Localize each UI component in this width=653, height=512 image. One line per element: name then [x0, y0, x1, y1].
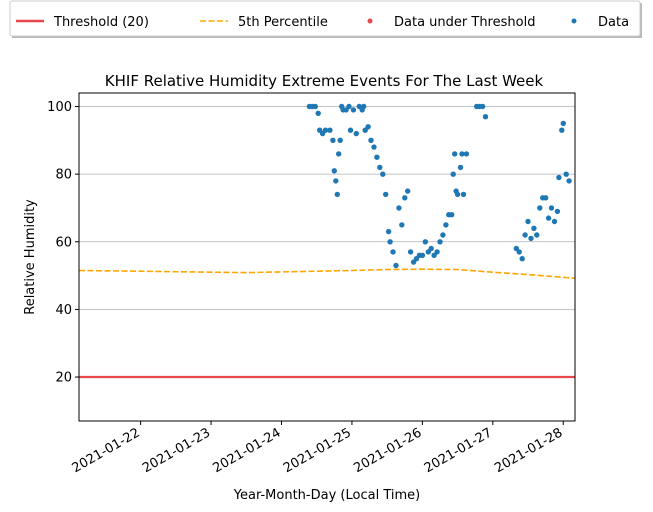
y-tick-label: 40: [55, 303, 72, 318]
y-axis: 20 40 60 80 100: [47, 100, 79, 386]
data-point: [393, 262, 399, 269]
data-point: [331, 168, 337, 174]
data-point: [330, 137, 336, 143]
data-point: [560, 120, 566, 127]
legend-label: Threshold (20): [53, 15, 149, 30]
series-line-1: [78, 268, 576, 280]
data-point: [322, 127, 329, 133]
data-point: [516, 249, 522, 255]
legend-item: Data: [571, 15, 629, 30]
data-point: [361, 103, 367, 110]
chart-title: KHIF Relative Humidity Extreme Events Fo…: [105, 72, 544, 90]
data-point: [463, 151, 470, 157]
data-point: [457, 164, 464, 171]
data-point: [353, 130, 359, 137]
data-point: [566, 178, 572, 184]
data-point: [368, 137, 374, 143]
data-point: [350, 107, 357, 113]
series-points-3: [306, 103, 572, 269]
data-point: [405, 188, 411, 194]
x-tick-label: 2021-01-25: [281, 425, 354, 476]
data-point: [452, 151, 458, 157]
data-point: [383, 191, 389, 198]
data-point: [385, 228, 392, 235]
legend-item: Threshold (20): [16, 15, 149, 30]
data-point: [528, 235, 534, 242]
x-axis: 2021-01-222021-01-232021-01-242021-01-25…: [70, 421, 565, 476]
data-point: [543, 195, 549, 201]
data-point: [347, 127, 354, 133]
x-tick-label: 2021-01-28: [492, 425, 565, 476]
legend-label: Data: [598, 15, 629, 30]
legend: Threshold (20) 5th Percentile Data under T…: [9, 0, 642, 38]
data-point: [554, 208, 561, 215]
y-tick-label: 80: [55, 168, 72, 183]
data-point: [365, 124, 371, 130]
legend-item: 5th Percentile: [200, 15, 328, 30]
data-point: [534, 232, 540, 238]
data-point: [454, 191, 461, 198]
data-point: [428, 245, 434, 252]
x-tick-label: 2021-01-27: [422, 425, 495, 476]
y-axis-title: Relative Humidity: [23, 199, 38, 315]
x-tick-label: 2021-01-24: [211, 425, 284, 476]
data-point: [563, 171, 569, 177]
data-point: [346, 103, 352, 110]
data-point: [443, 222, 449, 228]
data-point: [402, 195, 408, 201]
data-point: [407, 249, 414, 255]
data-point: [333, 178, 339, 184]
legend-label: 5th Percentile: [238, 15, 328, 30]
data-point: [479, 103, 486, 110]
data-point: [337, 137, 343, 143]
data-point: [482, 114, 489, 120]
data-point: [399, 222, 405, 228]
data-point: [434, 249, 440, 255]
data-point: [377, 164, 383, 171]
data-point: [422, 239, 428, 245]
data-point: [559, 127, 565, 133]
data-point: [396, 205, 402, 211]
x-tick-label: 2021-01-22: [70, 425, 143, 476]
data-point: [525, 218, 531, 225]
data-point: [419, 252, 426, 258]
data-point: [374, 154, 380, 160]
data-point: [437, 239, 443, 245]
data-point: [390, 249, 396, 255]
data-point: [450, 171, 456, 177]
data-point: [327, 127, 333, 133]
x-tick-label: 2021-01-23: [140, 425, 213, 476]
data-point: [545, 215, 552, 221]
data-point: [315, 110, 321, 117]
data-point: [460, 191, 467, 198]
data-point: [387, 239, 393, 245]
data-point: [449, 212, 455, 218]
y-tick-label: 20: [55, 371, 72, 386]
series-layer: [78, 103, 576, 379]
legend-swatch: [367, 18, 373, 24]
data-point: [537, 205, 543, 211]
data-point: [531, 225, 537, 231]
legend-label: Data under Threshold: [394, 15, 535, 30]
data-point: [312, 103, 318, 110]
y-tick-label: 100: [47, 100, 72, 115]
legend-item: Data under Threshold: [367, 15, 535, 30]
data-point: [551, 218, 558, 225]
data-point: [334, 191, 340, 198]
data-point: [556, 174, 562, 181]
data-point: [548, 205, 555, 211]
data-point: [522, 232, 528, 238]
data-point: [371, 144, 377, 150]
data-point: [519, 256, 525, 262]
x-tick-label: 2021-01-26: [351, 425, 424, 476]
data-point: [336, 151, 342, 157]
y-tick-label: 60: [55, 235, 72, 250]
data-point: [440, 232, 446, 238]
data-point: [380, 171, 386, 177]
x-axis-title: Year-Month-Day (Local Time): [233, 488, 420, 503]
data-point: [459, 151, 465, 157]
legend-swatch: [571, 18, 577, 24]
